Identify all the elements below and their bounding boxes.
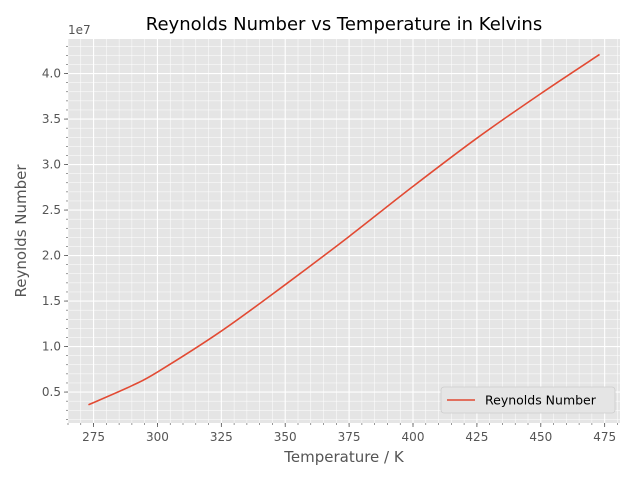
y-tick-label: 0.5 — [42, 385, 61, 399]
y-tick-label: 2.5 — [42, 203, 61, 217]
x-tick-label: 275 — [82, 430, 105, 444]
legend-label: Reynolds Number — [485, 393, 597, 408]
data-point — [599, 54, 601, 56]
x-tick-label: 475 — [593, 430, 616, 444]
data-point — [157, 371, 159, 373]
legend-box — [440, 386, 616, 414]
x-tick-label: 425 — [465, 430, 488, 444]
x-tick-label: 400 — [402, 430, 425, 444]
y-tick-label: 3.0 — [42, 158, 61, 172]
y-axis-label: Reynolds Number — [12, 164, 30, 298]
grid — [67, 39, 620, 423]
y-tick-label: 4.0 — [42, 67, 61, 81]
data-point — [476, 137, 478, 139]
x-tick-label: 300 — [146, 430, 169, 444]
data-point — [131, 385, 133, 387]
chart-title: Reynolds Number vs Temperature in Kelvin… — [146, 14, 542, 35]
x-tick-label: 350 — [274, 430, 297, 444]
x-tick-label: 325 — [210, 430, 233, 444]
legend: Reynolds Number — [440, 386, 616, 414]
data-point — [221, 330, 223, 332]
y-tick-label: 1.0 — [42, 340, 61, 354]
y-offset-label: 1e7 — [68, 23, 91, 37]
data-point — [284, 284, 286, 286]
x-axis-label: Temperature / K — [283, 448, 405, 466]
data-point — [540, 93, 542, 95]
data-point — [348, 236, 350, 238]
data-point — [412, 186, 414, 188]
y-tick-label: 3.5 — [42, 112, 61, 126]
series — [88, 53, 601, 406]
x-tick-label: 375 — [338, 430, 361, 444]
series-line-reynolds-number — [88, 53, 601, 406]
y-tick-label: 2.0 — [42, 249, 61, 263]
data-point — [88, 404, 90, 406]
x-tick-label: 450 — [529, 430, 552, 444]
y-tick-label: 1.5 — [42, 294, 61, 308]
ticks: 275 300 325 350 375 400 425 450 475 0.5 1.0 1.5 2.0 2… — [42, 45, 618, 444]
